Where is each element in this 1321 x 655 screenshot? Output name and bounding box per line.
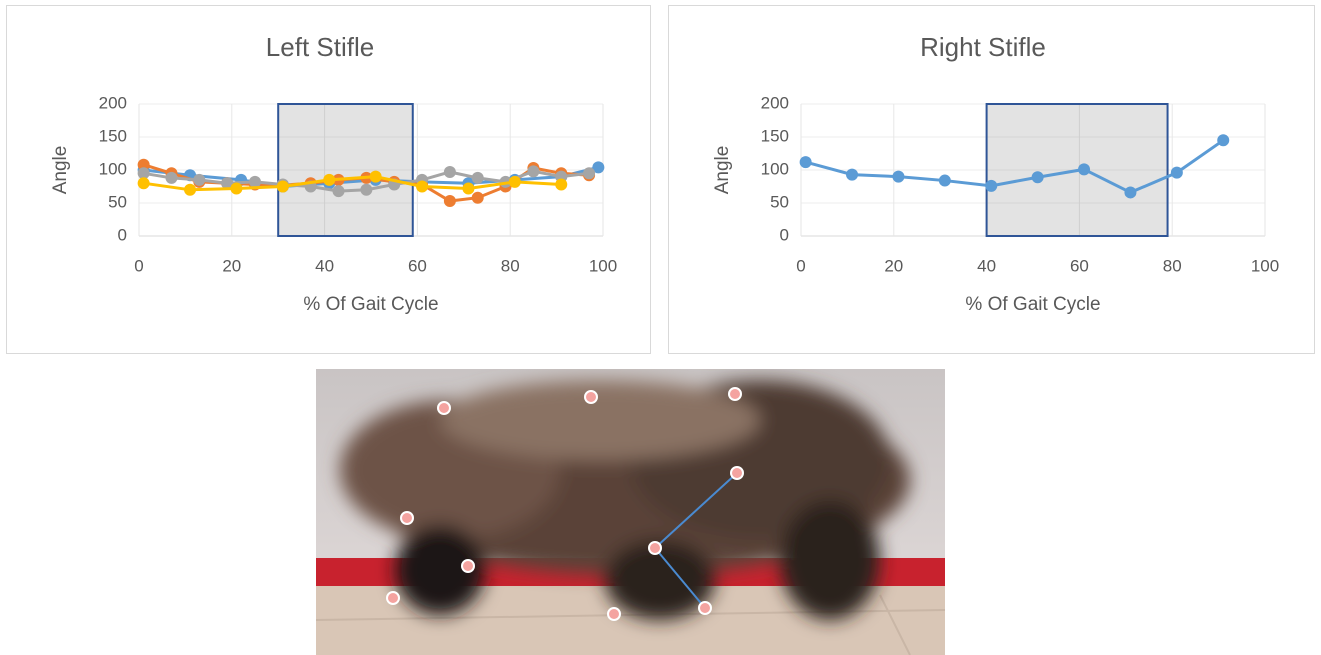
x-tick-label: 80 bbox=[501, 256, 520, 275]
data-point bbox=[985, 179, 998, 192]
data-point bbox=[165, 171, 178, 184]
x-axis-title: % Of Gait Cycle bbox=[965, 294, 1100, 315]
chart-title: Left Stifle bbox=[266, 32, 374, 62]
data-point bbox=[583, 167, 596, 180]
data-point bbox=[249, 175, 261, 188]
chart-panel bbox=[668, 5, 1315, 354]
data-point bbox=[137, 177, 150, 190]
y-tick-label: 200 bbox=[761, 93, 789, 112]
data-point bbox=[471, 191, 484, 204]
series-line bbox=[805, 139, 1225, 195]
data-point bbox=[1217, 134, 1230, 147]
data-point bbox=[1124, 186, 1137, 199]
x-tick-label: 20 bbox=[884, 256, 903, 275]
data-point bbox=[846, 168, 859, 181]
y-tick-label: 50 bbox=[770, 192, 789, 211]
x-tick-label: 60 bbox=[1070, 256, 1089, 275]
data-point bbox=[443, 195, 456, 208]
x-tick-label: 100 bbox=[1251, 256, 1279, 275]
y-tick-label: 200 bbox=[99, 93, 127, 112]
highlight-region bbox=[277, 103, 414, 237]
data-point bbox=[462, 182, 475, 195]
x-tick-label: 40 bbox=[977, 256, 996, 275]
y-tick-label: 0 bbox=[780, 225, 789, 244]
series-line bbox=[143, 175, 562, 192]
data-point bbox=[555, 178, 568, 191]
y-tick-label: 50 bbox=[108, 192, 127, 211]
data-point bbox=[323, 173, 336, 186]
data-point bbox=[1078, 163, 1091, 176]
x-tick-label: 40 bbox=[315, 256, 334, 275]
data-point bbox=[369, 170, 382, 183]
data-point bbox=[360, 183, 373, 196]
x-tick-label: 60 bbox=[408, 256, 427, 275]
data-point bbox=[276, 180, 289, 193]
data-point bbox=[443, 165, 456, 178]
chart-title: Right Stifle bbox=[920, 32, 1046, 62]
y-axis-title: Angle bbox=[712, 146, 733, 195]
x-tick-label: 100 bbox=[589, 256, 617, 275]
data-point bbox=[799, 156, 812, 169]
x-tick-label: 80 bbox=[1163, 256, 1182, 275]
x-tick-label: 0 bbox=[134, 256, 143, 275]
data-point bbox=[221, 177, 234, 190]
y-axis-title: Angle bbox=[50, 146, 71, 195]
y-tick-label: 100 bbox=[99, 159, 127, 178]
photo bbox=[316, 369, 945, 655]
data-point bbox=[471, 171, 484, 184]
data-point bbox=[416, 180, 429, 193]
data-point bbox=[1170, 166, 1183, 179]
data-point bbox=[527, 165, 540, 178]
data-point bbox=[230, 182, 243, 195]
data-point bbox=[193, 173, 206, 186]
x-tick-label: 20 bbox=[222, 256, 241, 275]
data-point bbox=[137, 158, 150, 171]
data-point bbox=[892, 170, 905, 183]
y-tick-label: 150 bbox=[761, 126, 789, 145]
y-tick-label: 150 bbox=[99, 126, 127, 145]
y-tick-label: 100 bbox=[761, 159, 789, 178]
data-point bbox=[332, 185, 345, 198]
data-point bbox=[508, 175, 521, 188]
data-point bbox=[938, 174, 951, 187]
x-tick-label: 0 bbox=[796, 256, 805, 275]
data-point bbox=[1031, 171, 1044, 184]
x-axis-title: % Of Gait Cycle bbox=[303, 294, 438, 315]
data-point bbox=[137, 167, 150, 180]
y-tick-label: 0 bbox=[118, 225, 127, 244]
data-point bbox=[592, 161, 605, 174]
data-point bbox=[184, 183, 197, 196]
